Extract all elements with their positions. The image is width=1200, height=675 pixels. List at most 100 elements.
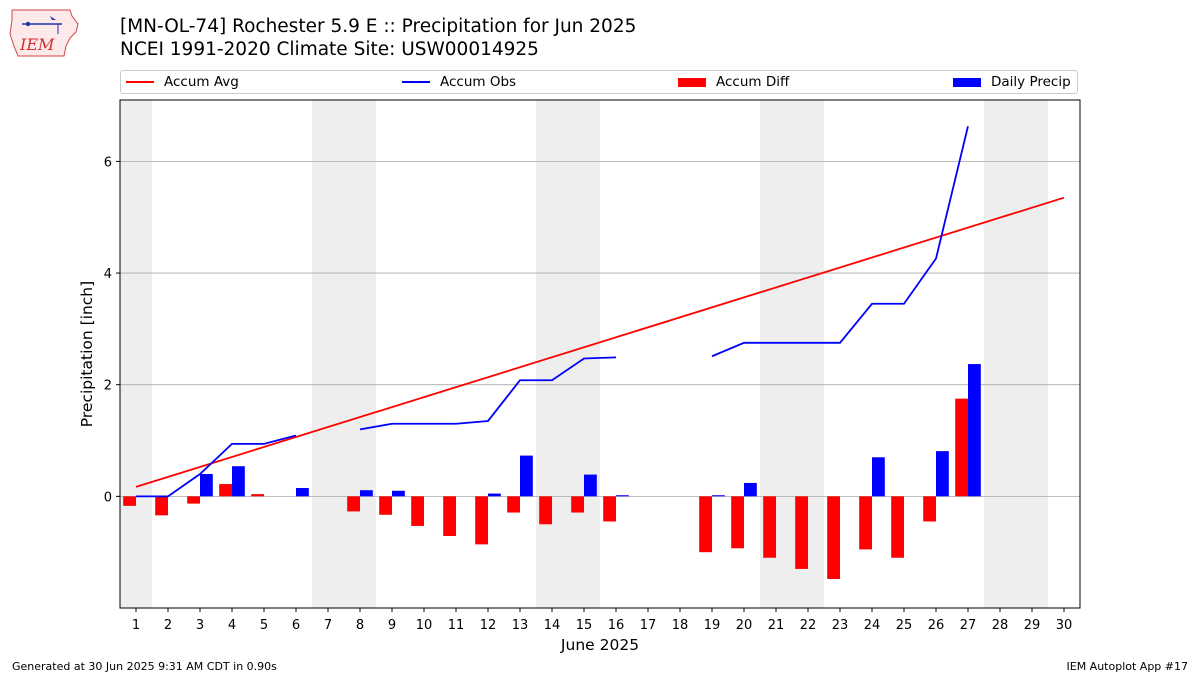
- legend-line-red-icon: [126, 81, 154, 83]
- accum-diff-bar: [571, 496, 584, 513]
- x-tick-label: 24: [864, 618, 881, 633]
- legend-line-blue-icon: [402, 81, 430, 83]
- daily-precip-bar: [296, 487, 309, 497]
- weekend-shade: [344, 100, 376, 608]
- footer-generated: Generated at 30 Jun 2025 9:31 AM CDT in …: [12, 660, 277, 673]
- daily-precip-bar: [712, 495, 725, 497]
- x-tick-label: 5: [260, 618, 268, 633]
- legend-patch-red-icon: [678, 77, 706, 87]
- footer-app: IEM Autoplot App #17: [1066, 660, 1189, 673]
- accum-avg-line: [135, 196, 1065, 488]
- x-tick-label: 15: [576, 618, 593, 633]
- daily-precip-bar: [520, 455, 533, 497]
- x-axis-label: June 2025: [560, 636, 639, 654]
- accum-diff-bar: [443, 496, 456, 536]
- y-tick-label: 2: [104, 379, 112, 394]
- x-tick-label: 16: [608, 618, 625, 633]
- accum-obs-line: [359, 356, 617, 431]
- x-tick-label: 19: [704, 618, 721, 633]
- chart-subtitle: NCEI 1991-2020 Climate Site: USW00014925: [120, 39, 539, 60]
- weekend-shade: [120, 100, 152, 608]
- chart-title: [MN-OL-74] Rochester 5.9 E :: Precipitat…: [120, 16, 637, 37]
- accum-diff-bar: [859, 496, 872, 550]
- accum-obs-line: [136, 434, 297, 498]
- accum-diff-bar: [155, 496, 168, 516]
- daily-precip-bar: [360, 490, 373, 497]
- logo-text: IEM: [19, 35, 55, 54]
- x-tick-label: 30: [1056, 618, 1073, 633]
- x-tick-label: 17: [640, 618, 657, 633]
- daily-precip-bar: [392, 490, 405, 497]
- x-tick-label: 22: [800, 618, 817, 633]
- x-tick-label: 2: [164, 618, 172, 633]
- legend-item-accum-diff: Accum Diff: [678, 74, 789, 90]
- accum-diff-bar: [699, 496, 712, 553]
- x-tick-label: 11: [448, 618, 465, 633]
- accum-diff-bar: [251, 494, 264, 497]
- legend: Accum Avg Accum Obs Accum Diff Daily Pre…: [120, 70, 1078, 94]
- x-tick-label: 13: [512, 618, 529, 633]
- x-tick-label: 14: [544, 618, 561, 633]
- accum-diff-bar: [603, 496, 616, 522]
- accum-diff-bar: [347, 496, 360, 512]
- accum-diff-bar: [411, 496, 424, 526]
- daily-precip-bar: [200, 474, 213, 497]
- y-tick-label: 4: [104, 267, 112, 282]
- accum-obs-line: [711, 126, 969, 358]
- x-tick-label: 7: [324, 618, 332, 633]
- weekend-shade: [984, 100, 1016, 608]
- accum-diff-bar: [827, 496, 840, 579]
- x-tick-label: 8: [356, 618, 364, 633]
- x-tick-label: 18: [672, 618, 689, 633]
- legend-label: Accum Obs: [440, 74, 517, 90]
- accum-diff-bar: [507, 496, 520, 513]
- legend-label: Accum Avg: [164, 74, 239, 90]
- accum-diff-bar: [539, 496, 552, 525]
- x-tick-label: 9: [388, 618, 396, 633]
- legend-item-accum-avg: Accum Avg: [126, 74, 239, 90]
- x-tick-label: 23: [832, 618, 849, 633]
- legend-label: Accum Diff: [716, 74, 790, 90]
- x-tick-label: 25: [896, 618, 913, 633]
- x-tick-label: 6: [292, 618, 300, 633]
- x-tick-label: 29: [1024, 618, 1041, 633]
- accum-diff-bar: [763, 496, 776, 558]
- x-tick-label: 27: [960, 618, 977, 633]
- y-axis-label: Precipitation [inch]: [78, 281, 96, 427]
- daily-precip-bar: [872, 457, 885, 497]
- accum-diff-bar: [187, 496, 200, 504]
- x-tick-label: 21: [768, 618, 785, 633]
- daily-precip-bar: [968, 364, 981, 497]
- y-tick-label: 0: [104, 490, 112, 505]
- x-tick-label: 3: [196, 618, 204, 633]
- accum-diff-bar: [123, 496, 136, 506]
- legend-item-daily-precip: Daily Precip: [953, 74, 1071, 90]
- weekend-shade: [312, 100, 344, 608]
- weekend-shade: [1016, 100, 1048, 608]
- daily-precip-bar: [232, 466, 245, 497]
- legend-patch-blue-icon: [953, 77, 981, 87]
- daily-precip-bar: [744, 482, 757, 497]
- x-tick-label: 20: [736, 618, 753, 633]
- accum-diff-bar: [475, 496, 488, 545]
- accum-diff-bar: [731, 496, 744, 549]
- accum-diff-bar: [955, 398, 968, 497]
- x-tick-label: 12: [480, 618, 497, 633]
- x-tick-label: 28: [992, 618, 1009, 633]
- accum-diff-bar: [219, 484, 232, 497]
- accum-diff-bar: [923, 496, 936, 522]
- accum-diff-bar: [379, 496, 392, 515]
- iem-logo: IEM: [9, 9, 79, 57]
- iowa-state-outline-icon: [9, 9, 79, 57]
- x-tick-label: 26: [928, 618, 945, 633]
- accum-diff-bar: [795, 496, 808, 569]
- daily-precip-bar: [936, 451, 949, 497]
- plot-frame: [119, 99, 1081, 609]
- daily-precip-bar: [616, 495, 629, 497]
- legend-item-accum-obs: Accum Obs: [402, 74, 516, 90]
- y-tick-label: 6: [104, 155, 112, 170]
- x-tick-label: 10: [416, 618, 433, 633]
- x-tick-label: 1: [132, 618, 140, 633]
- weekend-shade: [568, 100, 600, 608]
